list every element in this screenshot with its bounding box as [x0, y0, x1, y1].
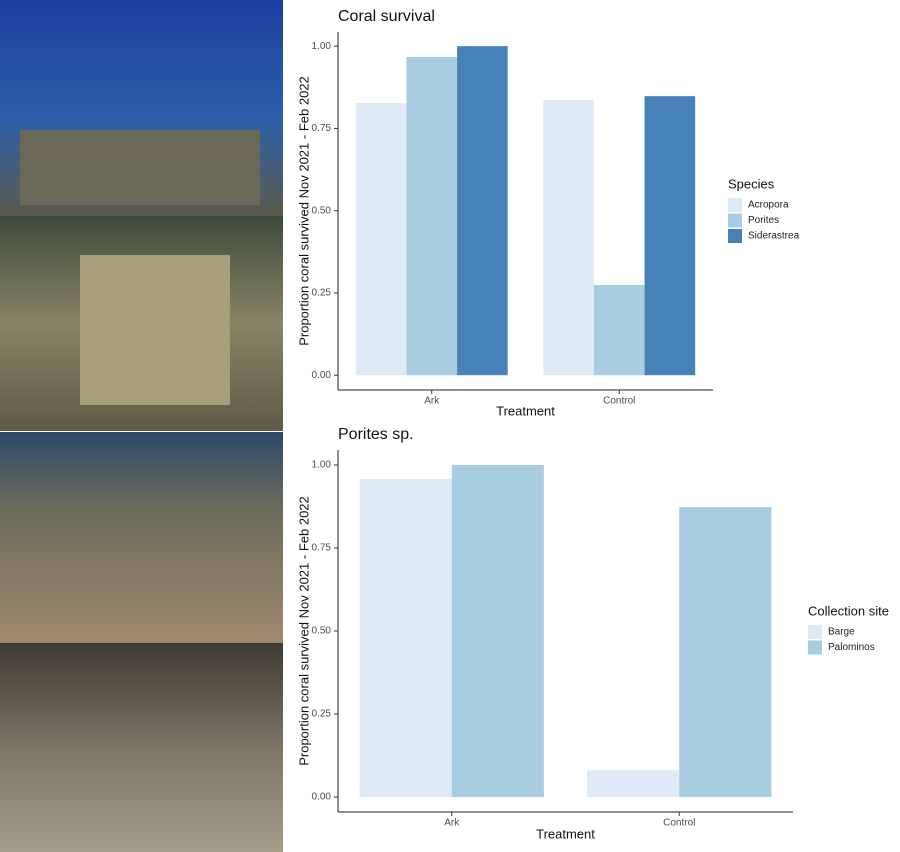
x-axis-label: Treatment: [536, 826, 595, 841]
chart-title: Coral survival: [338, 8, 435, 25]
x-tick-label: Control: [603, 396, 635, 407]
legend-label: Barge: [828, 627, 855, 638]
chart-title: Porites sp.: [338, 426, 414, 443]
legend-swatch: [728, 198, 742, 212]
legend-swatch: [728, 213, 742, 228]
y-tick-label: 0.25: [312, 288, 332, 299]
x-axis-label: Treatment: [496, 403, 555, 418]
bar: [644, 96, 696, 376]
legend-title: Species: [728, 176, 775, 191]
legend-label: Palominos: [828, 642, 875, 653]
x-tick-label: Control: [663, 818, 695, 829]
y-tick-label: 0.00: [312, 792, 332, 803]
y-tick-label: 0.50: [312, 205, 332, 216]
bar: [543, 100, 594, 376]
bar: [406, 57, 458, 376]
bar: [451, 464, 544, 798]
photo-structure: [20, 130, 260, 205]
photo-sand-bottom: [0, 643, 283, 852]
bar: [679, 507, 772, 798]
legend-label: Porites: [748, 215, 779, 226]
y-tick-label: 0.75: [312, 543, 332, 554]
photo-panel: [0, 0, 283, 852]
bar: [593, 285, 645, 376]
photo-plate: [80, 255, 230, 405]
legend-label: Siderastrea: [748, 231, 800, 242]
y-axis-label: Proportion coral survived Nov 2021 - Feb…: [296, 76, 311, 346]
y-axis-label: Proportion coral survived Nov 2021 - Feb…: [296, 496, 311, 766]
x-tick-label: Ark: [444, 818, 460, 829]
y-tick-label: 0.50: [312, 626, 332, 637]
legend-swatch: [728, 229, 742, 243]
legend-swatch: [808, 625, 822, 639]
legend-title: Collection site: [808, 603, 889, 618]
bar: [355, 103, 407, 376]
legend-swatch: [808, 640, 822, 655]
x-tick-label: Ark: [424, 396, 440, 407]
bar: [587, 770, 680, 798]
y-tick-label: 1.00: [312, 41, 332, 52]
y-tick-label: 0.75: [312, 123, 332, 134]
y-tick-label: 0.25: [312, 709, 332, 720]
bar: [457, 46, 508, 376]
y-tick-label: 0.00: [312, 370, 332, 381]
y-tick-label: 1.00: [312, 460, 332, 471]
legend-label: Acropora: [748, 200, 789, 211]
photo-sand-top: [0, 432, 283, 643]
bar: [359, 478, 452, 798]
